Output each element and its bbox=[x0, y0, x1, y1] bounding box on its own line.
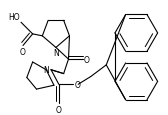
Text: HO: HO bbox=[8, 13, 20, 22]
Text: O: O bbox=[56, 105, 62, 114]
Text: N: N bbox=[43, 66, 49, 75]
Text: O: O bbox=[84, 55, 90, 64]
Text: O: O bbox=[74, 80, 80, 89]
Text: O: O bbox=[20, 48, 26, 57]
Text: N: N bbox=[53, 49, 59, 58]
